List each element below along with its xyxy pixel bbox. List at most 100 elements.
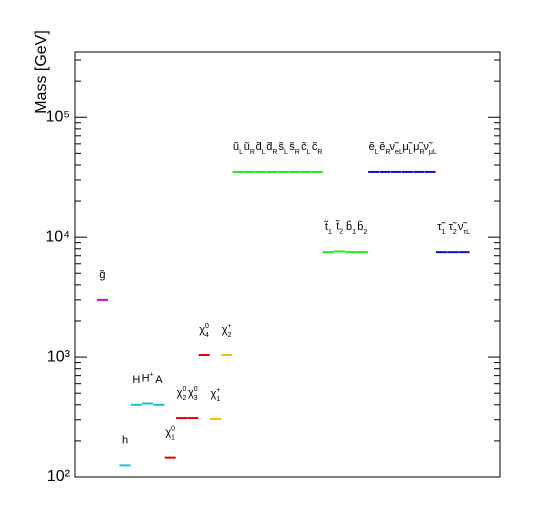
particle-label: d̃L: [256, 141, 266, 156]
label-base: H: [132, 374, 140, 386]
label-base: χ: [210, 388, 216, 400]
particle-label: ẽR: [379, 141, 390, 156]
particle-label: c̃L: [301, 141, 311, 156]
label-sup: +: [216, 387, 220, 394]
label-sub: L: [307, 149, 311, 156]
label-sub: 2: [339, 228, 343, 235]
label-base: ν̃: [390, 141, 400, 153]
label-base: h: [122, 434, 128, 446]
label-sub: L: [375, 149, 379, 156]
label-base: d̃: [266, 141, 272, 153]
label-sup: 0: [182, 386, 186, 393]
label-sub: R: [317, 149, 322, 156]
label-sub: 1: [442, 229, 446, 236]
label-sub: 2: [363, 229, 367, 236]
y-tick-label: 10³: [47, 348, 71, 365]
label-base: ẽ: [369, 141, 375, 153]
label-base: μ̃: [413, 141, 423, 153]
label-sub: R: [295, 149, 300, 156]
particle-label: χ0 1: [165, 426, 175, 442]
particle-label: s̃L: [278, 141, 288, 156]
label-sub: 2: [182, 395, 186, 402]
y-tick-label: 10⁴: [45, 228, 70, 245]
label-base: A: [155, 374, 163, 386]
label-base: c̃: [312, 141, 318, 153]
label-sub: 2: [228, 332, 232, 339]
label-base: g̃: [99, 269, 105, 281]
label-base: χ: [222, 324, 228, 336]
label-sub: 1: [171, 435, 175, 442]
label-base: s̃: [278, 141, 284, 153]
particle-label: H: [132, 374, 140, 386]
particle-label: ũL: [233, 141, 243, 156]
particle-label: τ̃1: [437, 221, 445, 236]
label-sub: L: [284, 149, 288, 156]
label-sup: 0: [171, 426, 175, 433]
particle-label: ν̃eL: [390, 141, 403, 156]
particle-label: ũR: [244, 141, 255, 156]
particle-label: g̃: [99, 269, 105, 281]
label-base: ν̃: [458, 221, 468, 233]
label-base: ũ: [244, 141, 250, 153]
label-sub: eL: [395, 149, 403, 156]
particle-label: H+: [142, 372, 154, 385]
label-sub: 1: [216, 396, 220, 403]
y-axis-label: Mass [GeV]: [33, 30, 50, 114]
label-base: t̃: [335, 220, 340, 233]
particle-label: χ0 3: [188, 386, 198, 402]
label-sub: μL: [429, 149, 437, 156]
particle-label: c̃R: [312, 141, 323, 156]
label-base: χ: [188, 387, 194, 399]
label-base: H: [142, 373, 150, 385]
label-base: τ̃: [449, 221, 457, 233]
label-base: ẽ: [379, 141, 385, 153]
y-tick-label: 10²: [47, 468, 71, 485]
label-sub: R: [272, 149, 277, 156]
particle-label: χ+ 1: [210, 387, 220, 403]
label-base: s̃: [289, 141, 295, 153]
label-sub: R: [419, 149, 424, 156]
label-sub: 1: [352, 229, 356, 236]
label-sup: 0: [194, 386, 198, 393]
label-base: χ: [199, 324, 205, 336]
y-tick-label: 10⁵: [46, 108, 70, 125]
particle-label: A: [155, 374, 163, 386]
particle-label: s̃R: [289, 141, 300, 156]
label-base: t̃: [324, 221, 329, 234]
particle-label: χ0 4: [199, 323, 209, 339]
particle-label: d̃R: [266, 141, 277, 156]
particle-label: h: [122, 434, 128, 446]
label-base: b̃: [346, 220, 352, 233]
label-base: ν̃: [423, 141, 433, 153]
particle-label: t̃1: [324, 221, 332, 237]
label-sup: 0: [205, 323, 209, 330]
particle-label: b̃2: [357, 220, 367, 236]
label-sub: 3: [194, 395, 198, 402]
label-sup: +: [150, 372, 154, 379]
particle-label: χ+ 2: [222, 323, 232, 339]
label-base: ũ: [233, 141, 239, 153]
label-base: χ: [177, 387, 183, 399]
plot-frame: [74, 51, 501, 478]
label-sub: 4: [205, 332, 209, 339]
label-base: b̃: [357, 220, 363, 233]
label-sub: 1: [328, 229, 332, 236]
particle-label: ν̃μL: [423, 141, 437, 156]
label-sup: +: [228, 323, 232, 330]
label-sub: τL: [463, 229, 470, 236]
label-sub: L: [262, 149, 266, 156]
particle-label: μ̃L: [402, 141, 412, 156]
particle-label: μ̃R: [413, 141, 424, 156]
label-sub: L: [239, 149, 243, 156]
label-base: χ: [165, 427, 171, 439]
label-base: d̃: [256, 141, 262, 153]
label-base: τ̃: [437, 221, 445, 233]
particle-label: τ̃2: [449, 221, 457, 236]
particle-label: ẽL: [369, 141, 379, 156]
label-sub: 2: [453, 229, 457, 236]
particle-label: t̃2: [335, 220, 343, 236]
label-sub: R: [250, 149, 255, 156]
label-sub: L: [409, 149, 413, 156]
label-base: c̃: [301, 141, 307, 153]
